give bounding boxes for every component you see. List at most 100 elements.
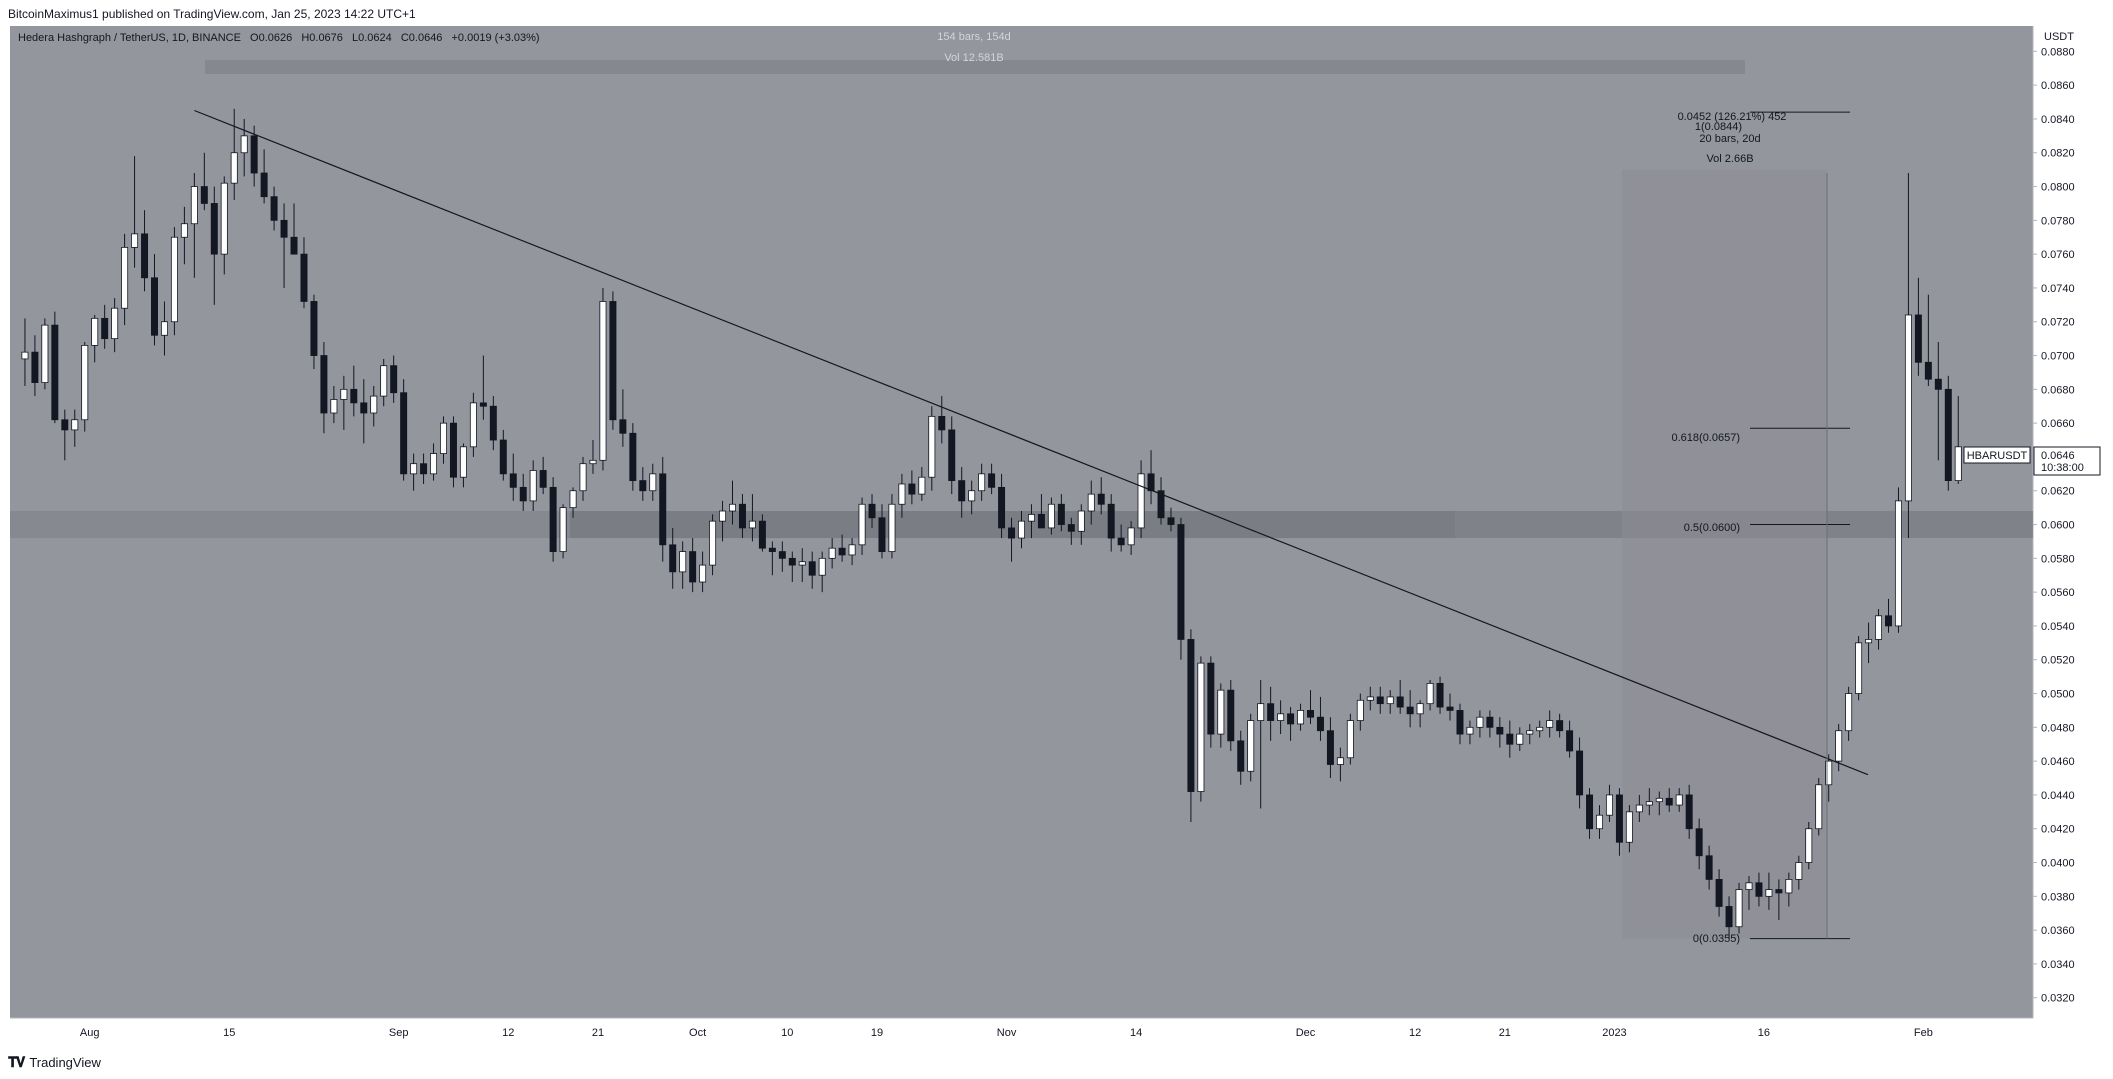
candle-body[interactable] bbox=[1466, 726, 1474, 735]
candle-body[interactable] bbox=[659, 473, 667, 546]
candle-body[interactable] bbox=[1615, 794, 1623, 843]
candle-body[interactable] bbox=[280, 219, 288, 238]
candle-body[interactable] bbox=[639, 480, 647, 492]
candle-body[interactable] bbox=[1944, 388, 1952, 481]
candle-body[interactable] bbox=[1546, 720, 1554, 728]
candle-body[interactable] bbox=[888, 503, 896, 552]
current-price-tag[interactable]: 0.0646 10:38:00 bbox=[2033, 446, 2101, 476]
candle-body[interactable] bbox=[1396, 696, 1404, 708]
candle-body[interactable] bbox=[200, 186, 208, 204]
candle-body[interactable] bbox=[459, 446, 467, 478]
candle-body[interactable] bbox=[1067, 524, 1075, 532]
candle-body[interactable] bbox=[1725, 906, 1733, 928]
candle-body[interactable] bbox=[1924, 361, 1932, 380]
candle-body[interactable] bbox=[1376, 696, 1384, 705]
candle-body[interactable] bbox=[998, 486, 1006, 529]
candle-body[interactable] bbox=[1695, 828, 1703, 857]
candle-body[interactable] bbox=[499, 439, 507, 475]
candle-body[interactable] bbox=[1655, 797, 1663, 803]
candle-body[interactable] bbox=[151, 277, 158, 336]
candle-body[interactable] bbox=[1576, 750, 1584, 796]
candle-body[interactable] bbox=[1805, 828, 1813, 863]
candle-body[interactable] bbox=[1336, 757, 1344, 765]
candle-body[interactable] bbox=[1745, 882, 1753, 890]
candle-body[interactable] bbox=[798, 561, 806, 566]
candle-body[interactable] bbox=[1536, 726, 1544, 732]
candle-body[interactable] bbox=[380, 365, 388, 397]
candle-body[interactable] bbox=[1366, 696, 1374, 701]
candle-body[interactable] bbox=[1227, 689, 1235, 742]
candle-body[interactable] bbox=[1795, 862, 1803, 880]
candle-body[interactable] bbox=[818, 557, 826, 576]
candle-body[interactable] bbox=[1875, 615, 1883, 640]
candle-body[interactable] bbox=[1207, 662, 1215, 735]
candle-body[interactable] bbox=[141, 233, 149, 279]
candle-body[interactable] bbox=[1605, 794, 1613, 816]
candle-body[interactable] bbox=[908, 483, 916, 495]
candle-body[interactable] bbox=[400, 392, 408, 475]
candle-body[interactable] bbox=[1416, 703, 1424, 715]
candle-body[interactable] bbox=[1914, 314, 1922, 363]
candle-body[interactable] bbox=[121, 246, 129, 309]
candle-body[interactable] bbox=[1157, 490, 1165, 519]
candle-body[interactable] bbox=[808, 561, 816, 576]
candle-body[interactable] bbox=[1247, 720, 1255, 772]
candle-body[interactable] bbox=[1187, 639, 1195, 792]
candle-body[interactable] bbox=[320, 355, 328, 414]
candle-body[interactable] bbox=[310, 301, 318, 356]
candle-body[interactable] bbox=[1307, 710, 1314, 718]
candle-body[interactable] bbox=[1586, 794, 1594, 830]
candle-body[interactable] bbox=[539, 470, 547, 488]
candle-body[interactable] bbox=[1137, 473, 1145, 529]
candle-body[interactable] bbox=[1456, 710, 1464, 735]
candle-body[interactable] bbox=[420, 463, 428, 475]
candle-body[interactable] bbox=[1257, 703, 1265, 721]
candle-body[interactable] bbox=[729, 503, 736, 512]
candle-body[interactable] bbox=[370, 395, 378, 414]
candle-body[interactable] bbox=[1476, 716, 1484, 728]
candle-body[interactable] bbox=[898, 483, 906, 505]
candle-body[interactable] bbox=[1097, 493, 1105, 505]
candle-body[interactable] bbox=[131, 233, 139, 248]
candle-body[interactable] bbox=[1008, 527, 1016, 539]
candle-body[interactable] bbox=[1147, 473, 1155, 492]
candle-body[interactable] bbox=[1287, 713, 1295, 725]
candle-body[interactable] bbox=[519, 486, 527, 502]
candle-body[interactable] bbox=[330, 399, 338, 414]
candle-body[interactable] bbox=[579, 463, 587, 492]
candle-body[interactable] bbox=[1835, 730, 1843, 762]
candle-body[interactable] bbox=[1815, 784, 1823, 830]
candle-body[interactable] bbox=[1755, 882, 1763, 897]
candle-body[interactable] bbox=[479, 402, 487, 407]
candle-body[interactable] bbox=[1326, 730, 1334, 765]
candle-body[interactable] bbox=[1197, 662, 1205, 792]
footer-brand[interactable]: 𝐓𝐕 TradingView bbox=[8, 1052, 101, 1072]
candle-body[interactable] bbox=[91, 317, 99, 346]
candle-body[interactable] bbox=[111, 307, 119, 340]
candle-body[interactable] bbox=[1047, 503, 1055, 529]
candle-body[interactable] bbox=[788, 557, 796, 566]
candle-body[interactable] bbox=[778, 551, 786, 559]
candle-body[interactable] bbox=[768, 547, 776, 552]
candle-body[interactable] bbox=[1705, 855, 1713, 880]
candle-body[interactable] bbox=[270, 196, 278, 221]
candle-body[interactable] bbox=[878, 517, 886, 552]
candle-body[interactable] bbox=[240, 135, 248, 154]
candle-body[interactable] bbox=[738, 503, 746, 529]
candle-body[interactable] bbox=[1685, 794, 1693, 830]
candle-body[interactable] bbox=[509, 473, 517, 488]
candle-body[interactable] bbox=[868, 503, 876, 519]
candle-body[interactable] bbox=[410, 463, 418, 475]
candle-body[interactable] bbox=[599, 301, 607, 461]
candle-body[interactable] bbox=[430, 453, 438, 475]
candle-body[interactable] bbox=[709, 520, 717, 566]
candle-body[interactable] bbox=[1267, 703, 1275, 721]
symbol-tag[interactable]: HBARUSDT bbox=[1963, 446, 2031, 464]
candle-body[interactable] bbox=[569, 490, 577, 509]
candle-body[interactable] bbox=[1486, 716, 1494, 728]
candle-body[interactable] bbox=[1316, 716, 1324, 732]
candle-body[interactable] bbox=[1436, 682, 1444, 708]
candle-body[interactable] bbox=[489, 405, 497, 441]
candle-body[interactable] bbox=[699, 564, 707, 583]
candle-body[interactable] bbox=[858, 503, 866, 546]
